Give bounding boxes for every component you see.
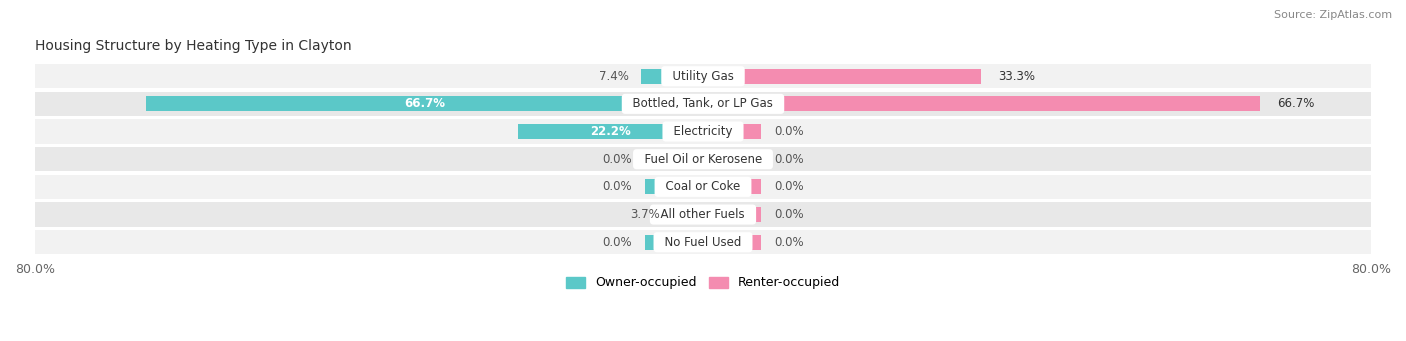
Text: Utility Gas: Utility Gas bbox=[665, 70, 741, 83]
Text: 0.0%: 0.0% bbox=[602, 180, 633, 193]
Text: 66.7%: 66.7% bbox=[1277, 98, 1315, 110]
Bar bbox=[35, 64, 1371, 88]
Text: 0.0%: 0.0% bbox=[602, 236, 633, 249]
Text: 0.0%: 0.0% bbox=[773, 236, 804, 249]
Text: 0.0%: 0.0% bbox=[773, 125, 804, 138]
Text: All other Fuels: All other Fuels bbox=[654, 208, 752, 221]
Bar bbox=[703, 69, 981, 84]
Text: 0.0%: 0.0% bbox=[773, 153, 804, 166]
Bar bbox=[644, 179, 703, 194]
Bar bbox=[641, 69, 703, 84]
Text: Bottled, Tank, or LP Gas: Bottled, Tank, or LP Gas bbox=[626, 98, 780, 110]
Bar bbox=[703, 235, 762, 250]
Text: No Fuel Used: No Fuel Used bbox=[657, 236, 749, 249]
Text: 22.2%: 22.2% bbox=[591, 125, 631, 138]
Text: 66.7%: 66.7% bbox=[404, 98, 446, 110]
Bar bbox=[644, 235, 703, 250]
Text: 33.3%: 33.3% bbox=[998, 70, 1035, 83]
Bar bbox=[517, 124, 703, 139]
Bar bbox=[35, 92, 1371, 116]
Bar bbox=[703, 96, 1260, 112]
Text: Fuel Oil or Kerosene: Fuel Oil or Kerosene bbox=[637, 153, 769, 166]
Text: 0.0%: 0.0% bbox=[773, 208, 804, 221]
Bar bbox=[35, 230, 1371, 254]
Text: Electricity: Electricity bbox=[666, 125, 740, 138]
Bar bbox=[703, 207, 762, 222]
Bar bbox=[703, 152, 762, 167]
Bar bbox=[146, 96, 703, 112]
Text: 0.0%: 0.0% bbox=[773, 180, 804, 193]
Bar bbox=[35, 119, 1371, 144]
Text: 3.7%: 3.7% bbox=[630, 208, 659, 221]
Text: Coal or Coke: Coal or Coke bbox=[658, 180, 748, 193]
Bar bbox=[644, 152, 703, 167]
Bar bbox=[672, 207, 703, 222]
Bar bbox=[35, 147, 1371, 172]
Bar bbox=[703, 124, 762, 139]
Bar bbox=[35, 202, 1371, 227]
Bar bbox=[35, 175, 1371, 199]
Legend: Owner-occupied, Renter-occupied: Owner-occupied, Renter-occupied bbox=[561, 271, 845, 294]
Text: 0.0%: 0.0% bbox=[602, 153, 633, 166]
Text: 7.4%: 7.4% bbox=[599, 70, 628, 83]
Text: Source: ZipAtlas.com: Source: ZipAtlas.com bbox=[1274, 10, 1392, 20]
Text: Housing Structure by Heating Type in Clayton: Housing Structure by Heating Type in Cla… bbox=[35, 39, 352, 53]
Bar bbox=[703, 179, 762, 194]
